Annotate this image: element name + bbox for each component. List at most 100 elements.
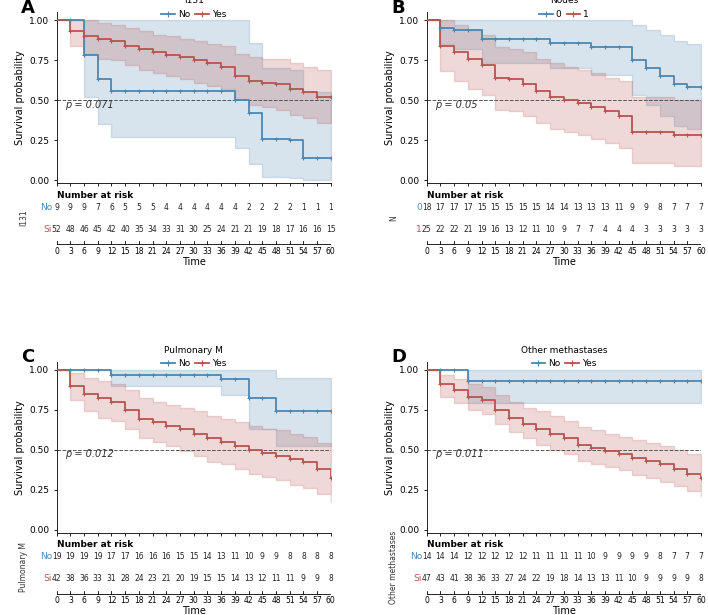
Text: 35: 35 [134,225,144,234]
Text: 17: 17 [463,203,473,212]
Text: 11: 11 [614,203,624,212]
Text: Time: Time [182,257,205,267]
Text: 13: 13 [504,225,514,234]
Text: 0: 0 [416,203,422,212]
Text: 3: 3 [699,225,703,234]
Text: 9: 9 [644,203,649,212]
Text: 36: 36 [476,574,486,584]
Text: 17: 17 [450,203,459,212]
Text: 17: 17 [285,225,295,234]
Text: 48: 48 [641,597,651,605]
Text: 15: 15 [491,203,500,212]
Text: 42: 42 [107,225,116,234]
Text: p = 0.071: p = 0.071 [65,100,113,110]
Text: 16: 16 [299,225,308,234]
Text: 4: 4 [205,203,210,212]
Text: 9: 9 [630,552,635,561]
Text: 15: 15 [120,247,130,256]
Text: 19: 19 [79,552,89,561]
Text: 27: 27 [175,597,185,605]
Text: 28: 28 [120,574,130,584]
Text: p = 0.011: p = 0.011 [435,450,484,459]
Text: 5: 5 [122,203,127,212]
Text: 4: 4 [603,225,607,234]
Text: 9: 9 [314,574,319,584]
Text: 39: 39 [600,247,610,256]
Text: B: B [391,0,405,17]
Text: 42: 42 [244,597,253,605]
Text: 19: 19 [476,225,486,234]
Text: 60: 60 [696,597,706,605]
Text: 18: 18 [134,597,144,605]
Text: 11: 11 [573,552,582,561]
Text: 4: 4 [219,203,224,212]
Text: 13: 13 [244,574,253,584]
Text: 10: 10 [586,552,596,561]
Text: 7: 7 [699,552,703,561]
Text: 21: 21 [148,247,157,256]
Text: 52: 52 [52,225,62,234]
Text: 36: 36 [216,597,226,605]
Text: 23: 23 [148,574,157,584]
Y-axis label: Survival probability: Survival probability [385,400,395,494]
Text: 19: 19 [189,574,198,584]
Text: 60: 60 [326,597,336,605]
Text: 33: 33 [573,247,583,256]
Text: 12: 12 [477,247,486,256]
Text: 20: 20 [175,574,185,584]
Text: 18: 18 [271,225,280,234]
Text: 16: 16 [134,552,144,561]
Text: 9: 9 [260,552,265,561]
Text: 9: 9 [603,552,607,561]
Text: 45: 45 [258,247,267,256]
Text: 12: 12 [463,552,473,561]
Text: 8: 8 [301,552,306,561]
Text: 15: 15 [532,203,541,212]
Text: 1: 1 [301,203,306,212]
Text: 18: 18 [504,247,514,256]
Text: Si: Si [44,225,52,234]
Text: 17: 17 [120,552,130,561]
Text: Time: Time [182,606,205,615]
Text: 15: 15 [120,597,130,605]
Text: 9: 9 [55,203,59,212]
Text: 2: 2 [260,203,265,212]
Text: 9: 9 [96,247,101,256]
Text: 6: 6 [452,247,457,256]
Text: 7: 7 [685,552,690,561]
Text: 42: 42 [52,574,62,584]
Text: 54: 54 [668,247,678,256]
Text: 48: 48 [271,247,281,256]
Text: 9: 9 [671,574,676,584]
Text: 18: 18 [422,203,431,212]
Text: 54: 54 [668,597,678,605]
Text: 48: 48 [66,225,75,234]
Text: 43: 43 [435,574,445,584]
Text: 12: 12 [258,574,267,584]
Text: 48: 48 [271,597,281,605]
Text: 12: 12 [477,552,486,561]
Text: 42: 42 [614,247,624,256]
Text: Number at risk: Number at risk [57,191,133,200]
Text: 16: 16 [161,552,171,561]
Text: 3: 3 [685,225,690,234]
Text: 51: 51 [285,597,295,605]
Text: 13: 13 [586,203,596,212]
Text: 9: 9 [644,574,649,584]
Text: 48: 48 [641,247,651,256]
Text: Number at risk: Number at risk [427,541,503,549]
Text: 45: 45 [93,225,103,234]
Text: 54: 54 [299,597,308,605]
Text: 10: 10 [627,574,637,584]
Text: 15: 15 [476,203,486,212]
Text: 14: 14 [230,574,239,584]
Text: 9: 9 [301,574,306,584]
Text: 24: 24 [217,225,226,234]
Legend: No, Yes: No, Yes [161,0,226,19]
Text: 36: 36 [79,574,89,584]
Text: A: A [21,0,35,17]
Text: 16: 16 [491,225,500,234]
Text: 11: 11 [545,552,555,561]
Text: 10: 10 [244,552,253,561]
Text: 12: 12 [107,597,116,605]
